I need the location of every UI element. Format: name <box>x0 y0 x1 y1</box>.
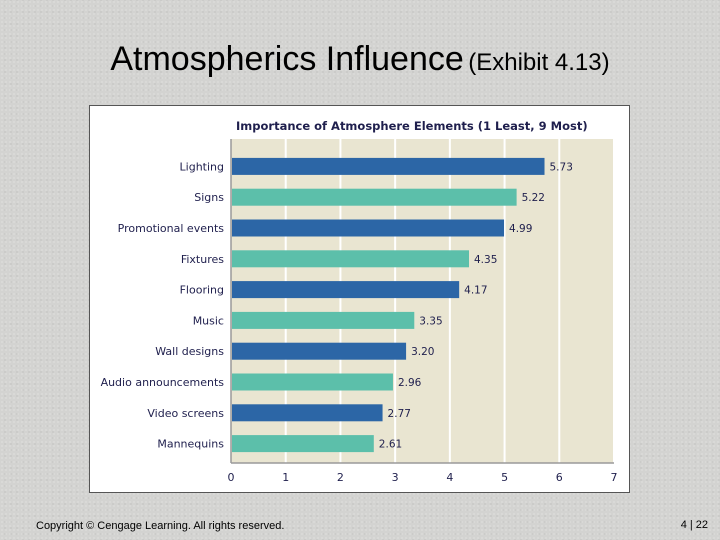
x-tick-label: 2 <box>337 471 344 484</box>
x-tick-label: 0 <box>228 471 235 484</box>
page-number: 4 | 22 <box>681 519 708 531</box>
value-label: 5.22 <box>522 192 545 204</box>
bar <box>232 157 545 175</box>
x-tick-label: 6 <box>556 471 563 484</box>
bar <box>232 404 383 422</box>
category-label: Signs <box>194 191 224 204</box>
x-tick-label: 1 <box>282 471 289 484</box>
page-separator: | <box>689 519 693 531</box>
page-current: 4 <box>680 519 687 531</box>
value-label: 2.96 <box>398 377 422 389</box>
x-tick-label: 4 <box>446 471 453 484</box>
bar-chart: Importance of Atmosphere Elements (1 Lea… <box>101 119 618 484</box>
copyright-notice: Copyright © Cengage Learning. All rights… <box>36 520 285 532</box>
exhibit-figure: Importance of Atmosphere Elements (1 Lea… <box>89 105 630 493</box>
bar <box>232 342 407 360</box>
category-label: Video screens <box>147 407 224 420</box>
category-label: Music <box>193 314 224 327</box>
value-label: 2.61 <box>379 439 402 451</box>
value-label: 4.35 <box>474 254 497 266</box>
category-label: Audio announcements <box>101 376 225 389</box>
category-label: Lighting <box>180 160 224 173</box>
x-tick-label: 5 <box>501 471 508 484</box>
value-label: 4.17 <box>464 285 487 297</box>
value-label: 2.77 <box>388 408 411 420</box>
value-label: 5.73 <box>550 161 573 173</box>
bar <box>232 435 374 453</box>
category-label: Wall designs <box>155 345 224 358</box>
category-label: Mannequins <box>157 438 224 451</box>
chart-title: Importance of Atmosphere Elements (1 Lea… <box>236 119 588 133</box>
bar <box>232 311 415 329</box>
bar <box>232 250 470 268</box>
x-tick-label: 3 <box>392 471 399 484</box>
slide-title-sub: (Exhibit 4.13) <box>468 49 610 76</box>
value-label: 4.99 <box>509 223 532 235</box>
slide-title-main: Atmospherics Influence <box>110 40 464 78</box>
bar <box>232 219 505 237</box>
page-total: 22 <box>695 519 708 531</box>
value-label: 3.20 <box>411 346 434 358</box>
category-label: Flooring <box>180 284 224 297</box>
bar <box>232 188 517 206</box>
slide-title: Atmospherics Influence (Exhibit 4.13) <box>0 40 720 79</box>
bar <box>232 281 460 299</box>
bar <box>232 373 393 391</box>
value-label: 3.35 <box>419 315 442 327</box>
x-tick-label: 7 <box>611 471 618 484</box>
category-label: Promotional events <box>118 222 225 235</box>
category-label: Fixtures <box>181 253 224 266</box>
